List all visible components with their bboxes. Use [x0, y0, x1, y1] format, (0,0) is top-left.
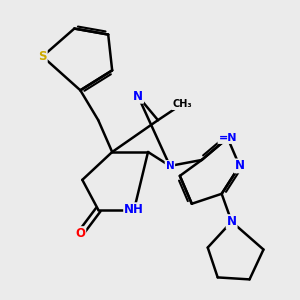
Text: O: O	[75, 227, 85, 240]
Text: =N: =N	[218, 133, 237, 143]
Text: N: N	[226, 215, 237, 228]
Text: N: N	[133, 90, 143, 103]
Text: NH: NH	[124, 203, 144, 216]
Text: S: S	[38, 50, 47, 63]
Text: N: N	[166, 161, 174, 171]
Text: N: N	[235, 159, 244, 172]
Text: CH₃: CH₃	[172, 99, 192, 109]
